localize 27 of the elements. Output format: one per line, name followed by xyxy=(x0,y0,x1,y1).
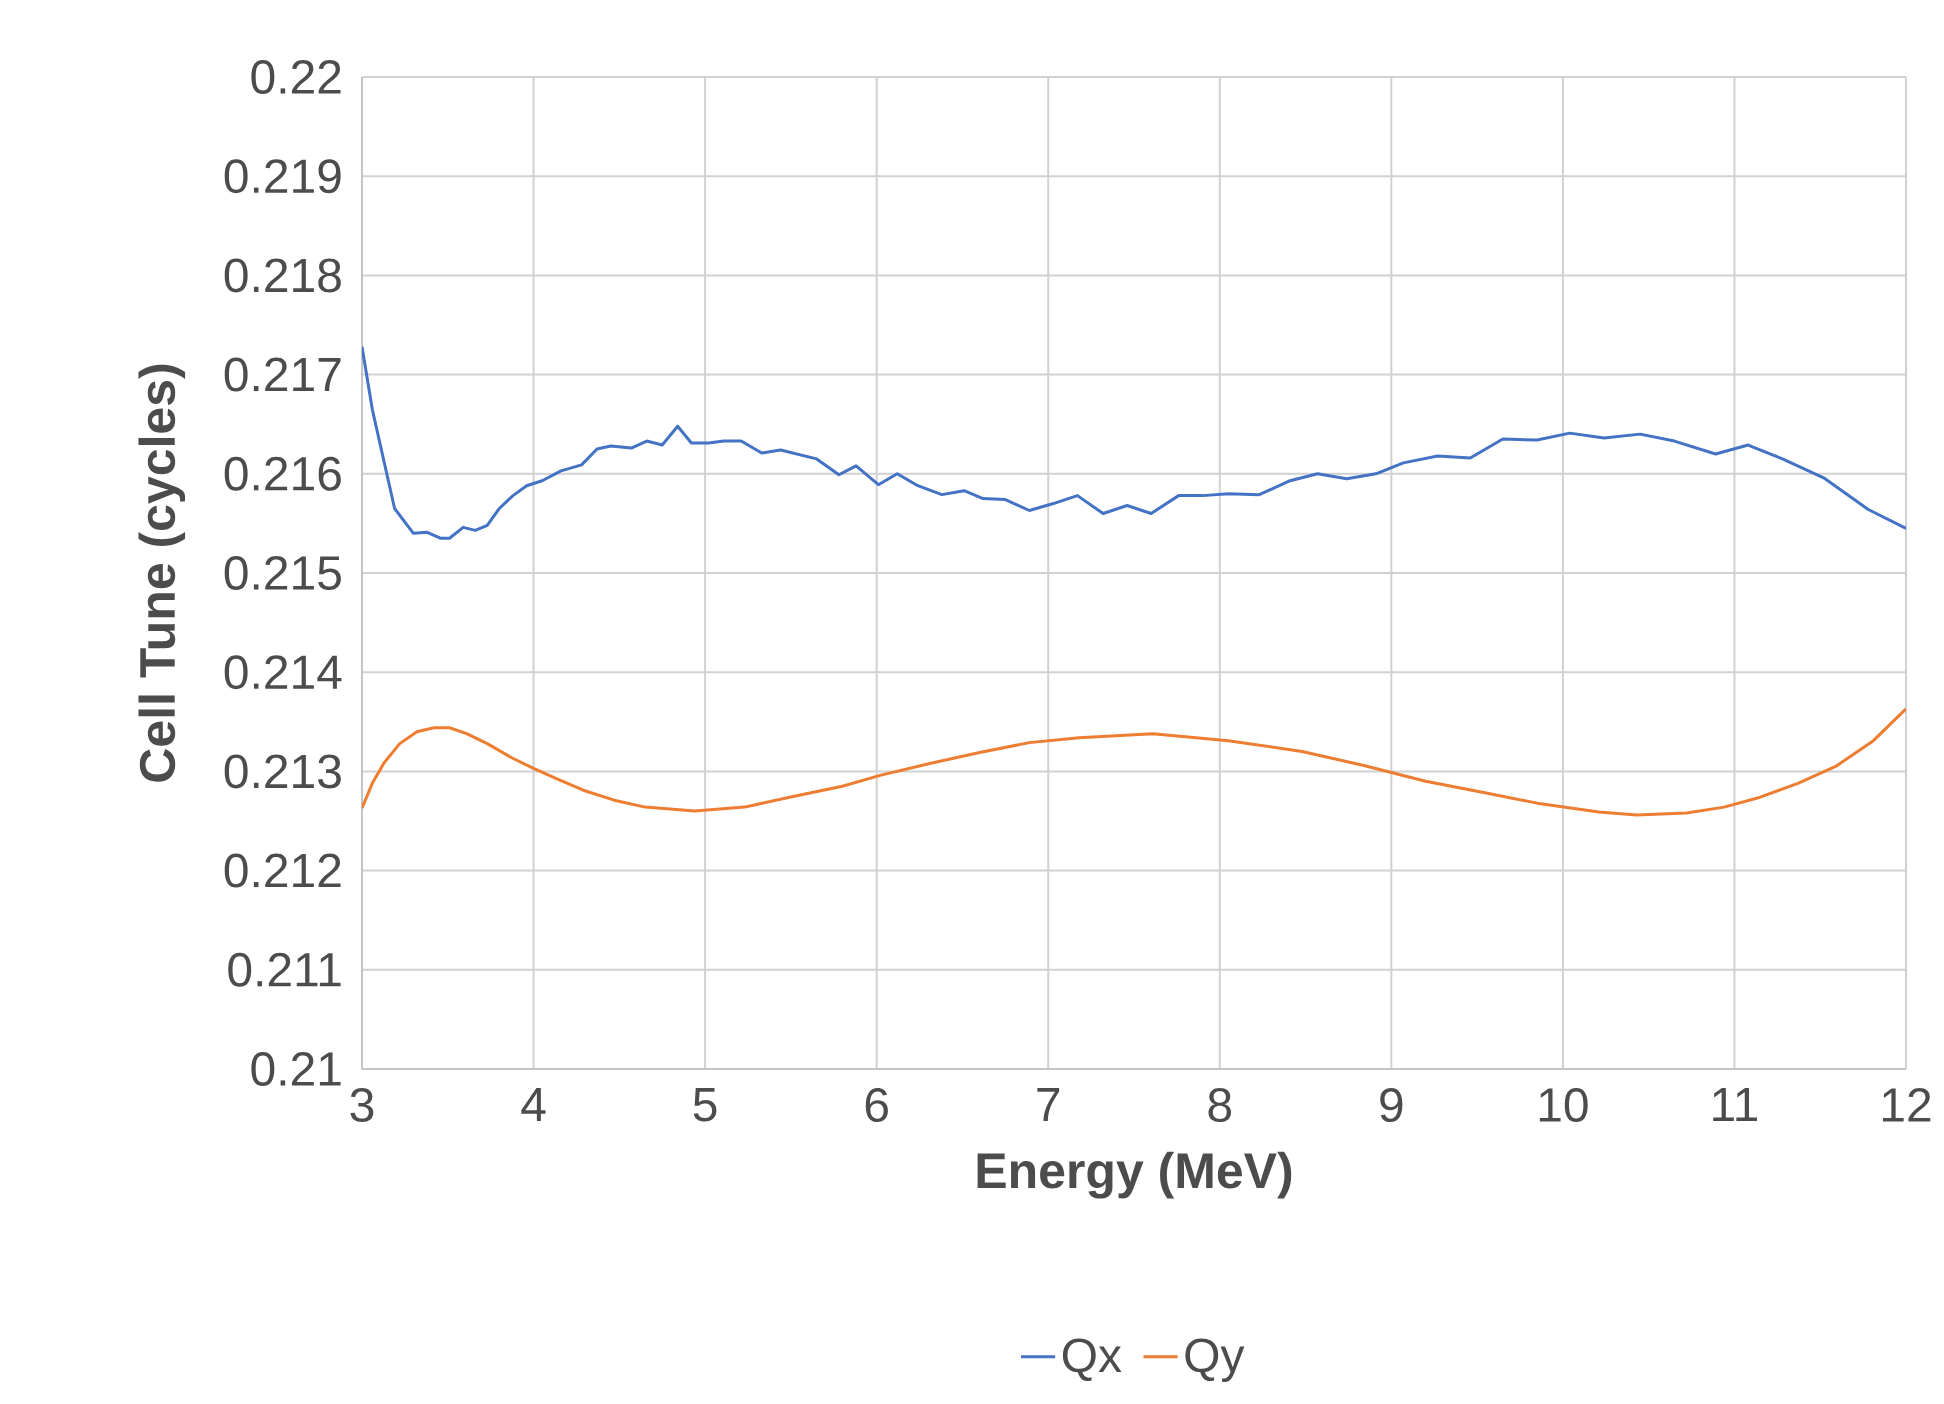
legend-label: Qx xyxy=(1062,1338,1122,1381)
y-tick-label: 0.211 xyxy=(228,952,341,987)
x-axis-title: Energy (MeV) xyxy=(977,1151,1292,1199)
y-tick-label: 0.216 xyxy=(224,456,341,491)
x-tick-label: 4 xyxy=(521,1088,546,1122)
x-tick-label: 11 xyxy=(1713,1088,1758,1122)
legend-label: Qy xyxy=(1185,1338,1245,1382)
x-tick-label: 12 xyxy=(1882,1088,1931,1122)
y-tick-label: 0.21 xyxy=(251,1052,341,1086)
x-tick-label: 9 xyxy=(1380,1088,1403,1123)
y-tick-label: 0.219 xyxy=(224,159,341,194)
y-tick-label: 0.212 xyxy=(224,853,341,888)
y-tick-label: 0.22 xyxy=(251,60,341,94)
x-tick-label: 3 xyxy=(350,1088,374,1123)
line-series xyxy=(362,345,1907,540)
x-tick-label: 8 xyxy=(1208,1088,1232,1123)
x-tick-label: 5 xyxy=(693,1088,717,1122)
y-tick-label: 0.215 xyxy=(224,556,341,590)
y-tick-label: 0.214 xyxy=(224,655,342,690)
y-tick-label: 0.218 xyxy=(224,258,341,293)
y-tick-label: 0.213 xyxy=(224,754,341,789)
y-axis-title: Cell Tune (cycles) xyxy=(138,364,186,782)
line-series xyxy=(362,707,1907,817)
x-tick-label: 7 xyxy=(1037,1088,1060,1122)
x-tick-label: 10 xyxy=(1539,1088,1588,1123)
x-tick-label: 6 xyxy=(865,1088,888,1123)
y-tick-label: 0.217 xyxy=(224,357,341,392)
